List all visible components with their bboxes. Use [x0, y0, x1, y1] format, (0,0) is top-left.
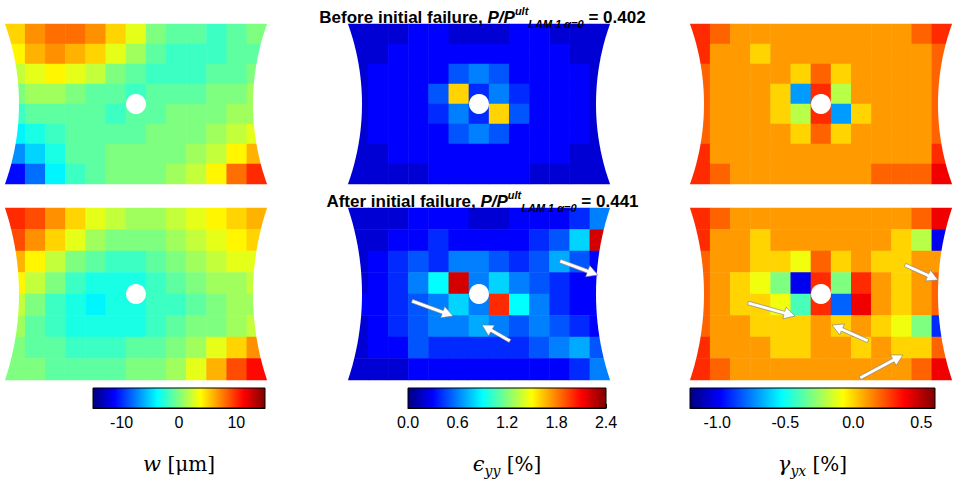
- svg-text:0.5: 0.5: [910, 414, 932, 431]
- svg-text:-10: -10: [110, 414, 133, 431]
- svg-text:= 0.402: = 0.402: [584, 8, 646, 27]
- svg-text:P/P: P/P: [487, 8, 515, 27]
- svg-text:[%]: [%]: [806, 452, 847, 476]
- svg-text:Before initial failure,: Before initial failure,: [319, 8, 487, 27]
- svg-text:0.6: 0.6: [446, 414, 468, 431]
- svg-text:10: 10: [227, 414, 245, 431]
- svg-text:LAM 1 α=0: LAM 1 α=0: [521, 202, 577, 214]
- svg-text:[%]: [%]: [500, 452, 541, 476]
- svg-text:P/P: P/P: [480, 192, 508, 211]
- svg-text:1.2: 1.2: [496, 414, 518, 431]
- svg-text:-0.5: -0.5: [771, 414, 799, 431]
- svg-text:γ: γ: [778, 452, 791, 476]
- svg-text:2.4: 2.4: [595, 414, 617, 431]
- svg-text:= 0.441: = 0.441: [577, 192, 639, 211]
- svg-text:0.0: 0.0: [397, 414, 419, 431]
- svg-text:[μm]: [μm]: [161, 452, 215, 476]
- svg-text:0.0: 0.0: [842, 414, 864, 431]
- svg-text:LAM 1 α=0: LAM 1 α=0: [528, 18, 584, 30]
- svg-text:yy: yy: [483, 463, 501, 479]
- svg-text:After initial failure,: After initial failure,: [326, 192, 480, 211]
- svg-text:ϵ: ϵ: [473, 452, 485, 476]
- svg-text:0: 0: [175, 414, 184, 431]
- svg-text:w: w: [143, 452, 161, 476]
- svg-text:ult: ult: [515, 5, 530, 17]
- svg-text:yx: yx: [789, 463, 806, 479]
- svg-text:1.8: 1.8: [545, 414, 567, 431]
- svg-text:ult: ult: [508, 189, 523, 201]
- svg-text:-1.0: -1.0: [703, 414, 731, 431]
